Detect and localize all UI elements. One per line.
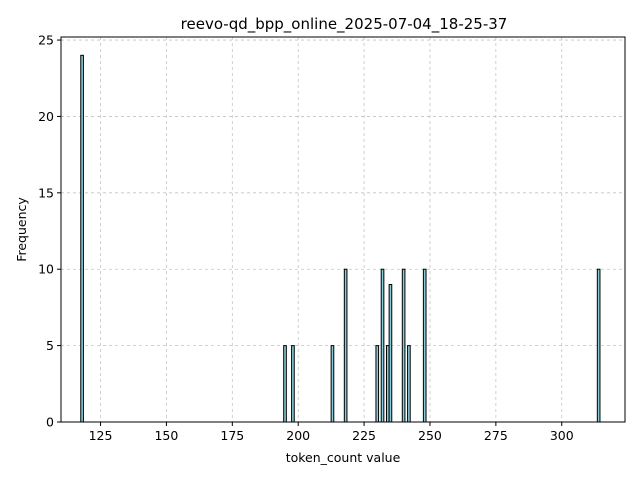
x-tick-label: 200 [286,428,310,443]
histogram-bar [343,268,348,423]
x-tick-label: 225 [352,428,376,443]
y-tick-label: 20 [38,109,54,124]
y-tick-label: 10 [38,262,54,277]
x-tick-label: 300 [550,428,574,443]
x-tick-label: 125 [89,428,113,443]
grid-lines [61,37,625,423]
histogram-bar [291,345,295,423]
y-tick-label: 15 [38,185,54,200]
x-axis-label: token_count value [286,450,401,465]
y-tick-label: 5 [46,338,54,353]
histogram-bar [80,54,84,423]
x-tick-label: 275 [484,428,508,443]
x-axis-ticks: 125 150 175 200 225 250 275 300 [89,422,574,443]
plot-frame [60,36,626,423]
bars [80,54,601,423]
y-axis-label: Frequency [14,197,29,262]
histogram-bar [596,268,601,423]
histogram-bar [283,345,287,423]
histogram-bar [388,284,393,423]
histogram-bar [407,345,411,423]
y-tick-label: 25 [38,33,54,48]
chart-title: reevo-qd_bpp_online_2025-07-04_18-25-37 [181,15,508,34]
x-tick-label: 250 [418,428,442,443]
y-axis-ticks: 0 5 10 15 20 25 [38,33,61,430]
histogram-bar [380,268,385,423]
histogram-bar [422,268,427,423]
histogram-bar [401,268,406,423]
y-tick-label: 0 [46,415,54,430]
x-tick-label: 150 [154,428,178,443]
histogram-bar [375,345,380,423]
x-tick-label: 175 [220,428,244,443]
histogram-bar [330,345,335,423]
